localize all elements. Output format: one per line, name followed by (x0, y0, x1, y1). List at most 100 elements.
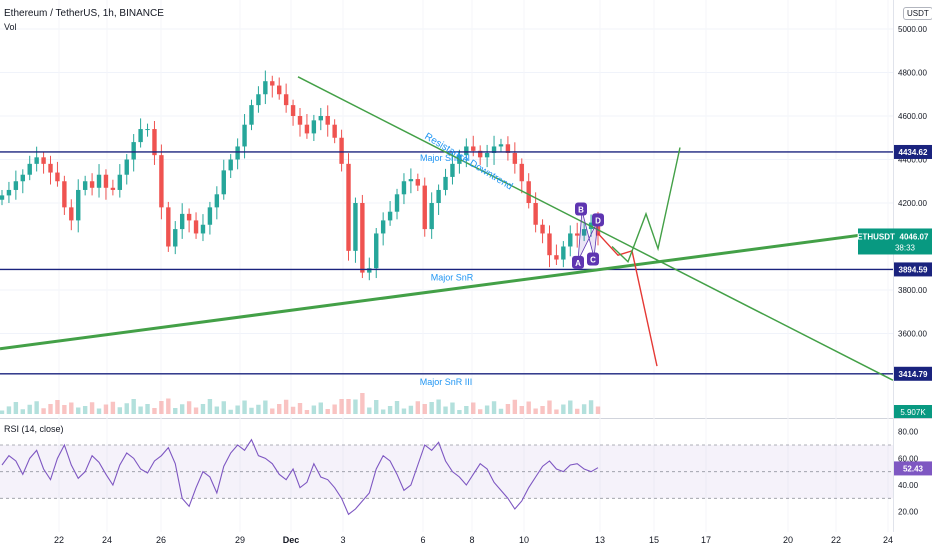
snr-price-label: 3894.59 (899, 265, 928, 274)
rsi-value-badge (894, 461, 932, 476)
candle-body (263, 81, 268, 95)
candle-body (6, 189, 12, 196)
candle-body (193, 220, 199, 234)
candle-body (575, 233, 580, 236)
volume-bar (450, 402, 455, 414)
candle-body (498, 144, 504, 147)
volume-bar (76, 407, 81, 414)
candle-body (318, 116, 323, 121)
candle-body (311, 120, 317, 134)
candle-body (166, 207, 171, 247)
volume-bar (249, 407, 254, 414)
candle-body (422, 185, 427, 230)
volume-bar (408, 405, 414, 414)
volume-bar (117, 407, 123, 414)
candle-body (561, 246, 566, 260)
pattern-point-badge (575, 202, 587, 216)
candle-body (48, 163, 53, 173)
volume-bar (429, 402, 434, 414)
volume-bar (464, 406, 469, 414)
volume-bar (360, 393, 365, 414)
time-tick-label: 13 (595, 535, 605, 545)
candle-body (353, 203, 358, 251)
candle-body (464, 146, 469, 156)
volume-bar (505, 404, 511, 414)
candle-body (110, 187, 116, 190)
volume-bar (270, 408, 275, 414)
rsi-tick-label: 40.00 (898, 481, 919, 490)
candle-body (484, 152, 490, 158)
volume-bar (304, 410, 310, 414)
volume-bar (401, 408, 407, 414)
volume-bar (221, 401, 226, 414)
volume-bar (471, 402, 476, 414)
volume-bar (214, 406, 220, 414)
volume-bar (277, 404, 282, 414)
volume-bar (145, 404, 150, 414)
volume-bar (6, 406, 12, 414)
volume-bar (207, 399, 213, 414)
candle-body (152, 129, 157, 156)
volume-bar (318, 402, 323, 414)
volume-bar (13, 402, 19, 414)
volume-bar (256, 404, 261, 414)
rsi-tick-label: 20.00 (898, 508, 919, 517)
volume-bar (110, 401, 116, 414)
volume-bar (422, 404, 427, 414)
volume-bar (533, 408, 538, 414)
candle-body (581, 229, 587, 236)
volume-bar (374, 400, 379, 414)
candle-body (554, 255, 559, 260)
snr-price-badge (894, 262, 932, 277)
rsi-title: RSI (14, close) (4, 424, 64, 434)
volume-bar (103, 404, 109, 414)
volume-bar (228, 409, 233, 414)
volume-bar (152, 408, 157, 414)
candle-body (304, 124, 310, 134)
candle-body (103, 174, 109, 188)
candle-body (200, 224, 206, 234)
candle-body (34, 157, 39, 164)
candle-body (138, 129, 143, 143)
price-tick-label: 4400.00 (898, 156, 927, 165)
currency-button[interactable]: USDT (903, 7, 932, 20)
pattern-point-label: C (590, 256, 596, 265)
snr-price-badge (894, 144, 932, 159)
candle-body (360, 203, 365, 273)
vol-label: Vol (4, 22, 17, 32)
volume-bar (484, 405, 490, 414)
candle-body (471, 146, 476, 151)
rsi-current-value: 52.43 (903, 464, 924, 473)
current-price-value: 4046.07 (900, 232, 929, 241)
volume-bar (311, 405, 317, 414)
candle-body (69, 207, 74, 221)
snr-price-label: 3414.79 (899, 370, 928, 379)
candle-body (283, 94, 289, 106)
price-tick-label: 3800.00 (898, 286, 927, 295)
candle-body (89, 181, 95, 188)
candle-body (62, 181, 67, 208)
snr-price-badge (894, 366, 932, 381)
volume-bar (554, 409, 559, 414)
volume-bar (547, 400, 552, 414)
candle-body (297, 116, 303, 125)
volume-bar (179, 404, 185, 414)
candle-body (235, 146, 240, 160)
volume-bar (263, 400, 268, 414)
snr-price-label: 4434.62 (899, 148, 928, 157)
time-tick-label: 24 (883, 535, 893, 545)
candle-body (526, 181, 531, 203)
candle-body (512, 152, 518, 164)
candle-body (290, 105, 296, 116)
volume-value-badge (894, 405, 932, 418)
candle-body (27, 163, 32, 175)
candle-body (173, 229, 178, 247)
volume-bar (595, 406, 601, 414)
time-tick-label: 15 (649, 535, 659, 545)
candle-body (505, 144, 511, 153)
pattern-point-label: A (575, 259, 581, 268)
pattern-point-badge (592, 213, 604, 227)
